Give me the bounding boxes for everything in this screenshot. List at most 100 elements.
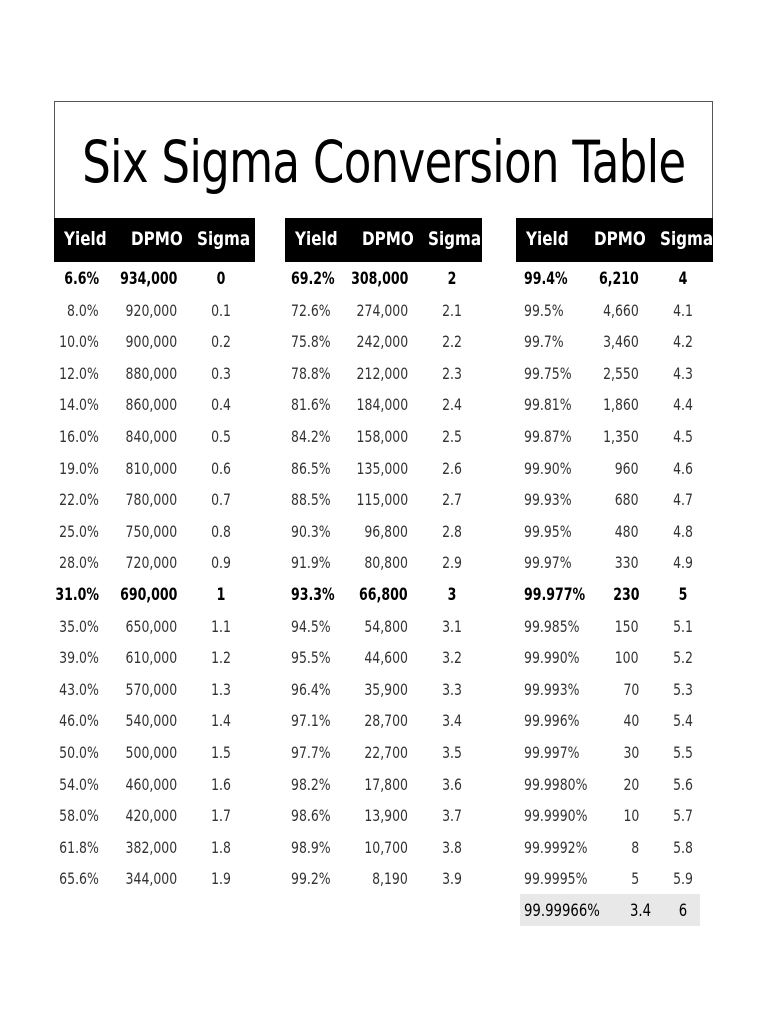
sigma-cell: 3.4 [442, 711, 462, 731]
dpmo-cell: 750,000 [125, 521, 177, 541]
sigma-cell: 4.3 [673, 363, 693, 383]
sigma-cell: 5.3 [673, 679, 693, 699]
yield-cell: 6.6% [64, 269, 99, 289]
dpmo-cell: 480 [615, 521, 639, 541]
dpmo-cell: 2,550 [603, 363, 639, 383]
header-sigma: Sigma [660, 228, 714, 250]
table-row: 90.3% 96,800 2.8 [285, 515, 482, 547]
yield-cell: 95.5% [291, 648, 331, 668]
yield-cell: 99.985% [524, 616, 580, 636]
sigma-cell: 5.6 [673, 774, 693, 794]
dpmo-cell: 242,000 [356, 332, 408, 352]
sigma-cell: 5.1 [673, 616, 693, 636]
table-row: 54.0% 460,000 1.6 [54, 768, 255, 800]
sigma-cell: 1.5 [211, 743, 231, 762]
sigma-cell: 3.7 [442, 806, 462, 826]
yield-cell: 99.990% [524, 648, 580, 668]
dpmo-cell: 810,000 [125, 458, 177, 478]
sigma-cell: 2.8 [442, 521, 462, 541]
table-row: 28.0% 720,000 0.9 [54, 546, 255, 578]
sigma-cell: 1.3 [211, 679, 231, 699]
dpmo-cell: 135,000 [356, 458, 408, 478]
table-row: 95.5% 44,600 3.2 [285, 641, 482, 673]
header-dpmo: DPMO [594, 228, 646, 250]
yield-cell: 39.0% [59, 648, 99, 668]
table-row: 99.87% 1,350 4.5 [516, 420, 696, 452]
sigma-cell: 2.3 [442, 363, 462, 383]
dpmo-cell: 13,900 [364, 806, 408, 826]
table-row: 43.0% 570,000 1.3 [54, 673, 255, 705]
yield-cell: 99.9995% [524, 869, 588, 889]
yield-cell: 46.0% [59, 711, 99, 731]
sigma-cell: 4.6 [673, 458, 693, 478]
sigma-cell: 1.7 [211, 806, 231, 826]
yield-cell: 81.6% [291, 395, 331, 415]
table-row: 99.95% 480 4.8 [516, 515, 696, 547]
yield-cell: 22.0% [59, 490, 99, 510]
sigma-cell: 4.2 [673, 332, 693, 352]
table-row: 12.0% 880,000 0.3 [54, 357, 255, 389]
table-row: 99.996% 40 5.4 [516, 704, 696, 736]
yield-cell: 99.7% [524, 332, 564, 352]
dpmo-cell: 66,800 [359, 585, 408, 605]
yield-cell: 98.6% [291, 806, 331, 826]
table-row: 99.9980% 20 5.6 [516, 768, 696, 800]
table-row: 93.3% 66,800 3 [285, 578, 482, 610]
dpmo-cell: 960 [615, 458, 639, 478]
header-dpmo: DPMO [131, 228, 183, 250]
sigma-cell: 3.1 [442, 616, 462, 636]
table-row: 61.8% 382,000 1.8 [54, 831, 255, 863]
dpmo-cell: 4,660 [603, 300, 639, 320]
table-row: 99.99966% 3.4 6 [520, 894, 700, 926]
table-row: 99.985% 150 5.1 [516, 610, 696, 642]
table-row: 25.0% 750,000 0.8 [54, 515, 255, 547]
dpmo-cell: 680 [615, 490, 639, 510]
header-yield: Yield [526, 228, 569, 250]
table-row: 98.9% 10,700 3.8 [285, 831, 482, 863]
sigma-cell: 5.9 [673, 869, 693, 889]
table-row: 58.0% 420,000 1.7 [54, 799, 255, 831]
sigma-cell: 5.7 [673, 806, 693, 826]
yield-cell: 72.6% [291, 300, 331, 320]
table-row: 88.5% 115,000 2.7 [285, 483, 482, 515]
table-row: 99.4% 6,210 4 [516, 262, 696, 294]
header-bar-group-2: Yield DPMO Sigma [285, 218, 482, 262]
sigma-cell: 5.2 [673, 648, 693, 668]
yield-cell: 99.81% [524, 395, 572, 415]
yield-cell: 99.993% [524, 679, 580, 699]
yield-cell: 14.0% [59, 395, 99, 415]
dpmo-cell: 35,900 [364, 679, 408, 699]
sigma-cell: 0.2 [211, 332, 231, 352]
dpmo-cell: 934,000 [119, 269, 177, 289]
yield-cell: 65.6% [59, 869, 99, 889]
sigma-cell: 0.1 [211, 300, 231, 320]
table-row: 99.990% 100 5.2 [516, 641, 696, 673]
sigma-cell: 5.8 [673, 837, 693, 857]
table-row: 98.2% 17,800 3.6 [285, 768, 482, 800]
yield-cell: 12.0% [59, 363, 99, 383]
dpmo-cell: 382,000 [125, 837, 177, 857]
table-row: 99.997% 30 5.5 [516, 736, 696, 768]
sigma-cell: 3.5 [442, 743, 462, 762]
yield-cell: 99.99966% [524, 901, 600, 921]
table-row: 98.6% 13,900 3.7 [285, 799, 482, 831]
dpmo-cell: 230 [612, 585, 639, 605]
sigma-cell: 2.4 [442, 395, 462, 415]
dpmo-cell: 20 [623, 774, 639, 794]
table-row: 14.0% 860,000 0.4 [54, 388, 255, 420]
yield-cell: 19.0% [59, 458, 99, 478]
dpmo-cell: 840,000 [125, 427, 177, 446]
table-row: 97.7% 22,700 3.5 [285, 736, 482, 768]
sigma-cell: 2.2 [442, 332, 462, 352]
sigma-cell: 3.3 [442, 679, 462, 699]
yield-cell: 8.0% [67, 300, 99, 320]
dpmo-cell: 460,000 [125, 774, 177, 794]
sigma-cell: 0.8 [211, 521, 231, 541]
yield-cell: 99.9990% [524, 806, 588, 826]
sigma-cell: 0 [216, 269, 226, 289]
table-row: 39.0% 610,000 1.2 [54, 641, 255, 673]
yield-cell: 54.0% [59, 774, 99, 794]
table-row: 8.0% 920,000 0.1 [54, 294, 255, 326]
table-row: 22.0% 780,000 0.7 [54, 483, 255, 515]
yield-cell: 99.5% [524, 300, 564, 320]
